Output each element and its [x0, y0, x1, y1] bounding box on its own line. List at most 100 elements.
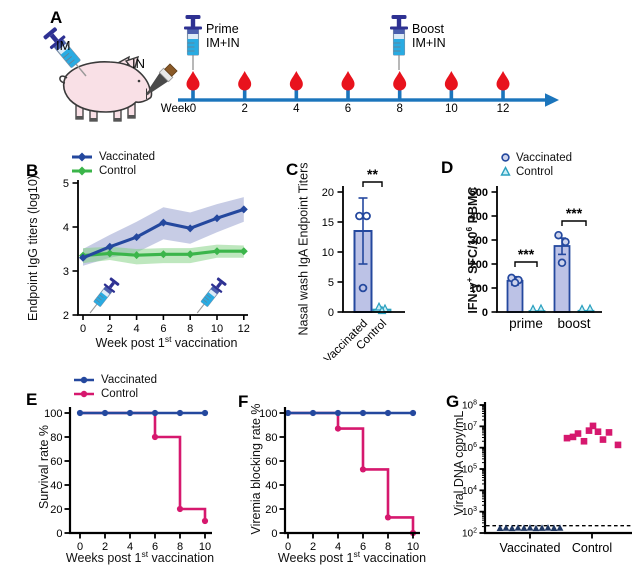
blood-drop-icon	[393, 71, 407, 91]
svg-text:Prime: Prime	[206, 22, 239, 36]
svg-text:10: 10	[407, 541, 419, 553]
legend-b-vaccinated-label: Vaccinated	[99, 150, 156, 163]
svg-text:IN: IN	[132, 56, 145, 71]
svg-text:prime: prime	[509, 316, 543, 331]
e-x-axis-label: Weeks post 1st vaccination	[65, 549, 215, 566]
svg-text:5: 5	[328, 277, 334, 289]
svg-text:10: 10	[445, 103, 458, 115]
control-line-circle-marker	[74, 390, 94, 397]
svg-text:60: 60	[50, 456, 62, 468]
svg-text:0: 0	[80, 323, 86, 335]
svg-text:10: 10	[322, 247, 334, 259]
vaccinated-line-diamond-marker	[72, 152, 92, 161]
svg-text:2: 2	[241, 103, 247, 115]
blood-drop-icon	[496, 71, 510, 91]
svg-text:4: 4	[127, 541, 133, 553]
svg-text:IM+IN: IM+IN	[412, 36, 446, 50]
b-ylabel-text: Endpoint IgG titers (log10)	[26, 175, 40, 321]
svg-text:2: 2	[310, 541, 316, 553]
legend-d: Vaccinated Control	[500, 151, 572, 178]
svg-text:10: 10	[211, 323, 223, 335]
legend-b-control: Control	[70, 164, 155, 177]
syringe-icon	[43, 27, 87, 77]
control-line-diamond-marker	[72, 166, 92, 175]
svg-text:4: 4	[335, 541, 341, 553]
f-x-axis-label: Weeks post 1st vaccination	[277, 549, 427, 566]
svg-text:***: ***	[518, 246, 535, 262]
svg-text:boost: boost	[557, 316, 590, 331]
legend-e-control: Control	[72, 387, 157, 400]
svg-text:40: 40	[265, 480, 277, 492]
svg-text:8: 8	[385, 541, 391, 553]
svg-text:0: 0	[77, 541, 83, 553]
svg-text:Week: Week	[161, 103, 190, 115]
svg-text:IM: IM	[56, 38, 70, 53]
panel-label-e: E	[26, 390, 38, 409]
panel-label-g: G	[446, 392, 460, 411]
blood-drop-icon	[444, 71, 458, 91]
svg-text:3: 3	[63, 266, 69, 278]
d-y-axis-label: IFN-γ+ SFC/106 PBMC	[463, 186, 481, 314]
svg-text:100: 100	[44, 408, 62, 420]
svg-text:6: 6	[345, 103, 351, 115]
legend-e-vaccinated-label: Vaccinated	[101, 373, 158, 386]
svg-text:0: 0	[271, 528, 277, 540]
blood-drop-icon	[341, 71, 355, 91]
svg-text:6: 6	[152, 541, 158, 553]
panel-e-survival-chart: 0 20 40 60 80 100 0 2 4 6 8 10	[44, 407, 212, 553]
svg-text:20: 20	[322, 187, 334, 199]
legend-b-vaccinated: Vaccinated	[70, 150, 155, 163]
svg-text:60: 60	[265, 456, 277, 468]
panel-f-viremia-chart: 0 20 40 60 80 100 0 2 4 6 8 10	[259, 407, 420, 553]
svg-text:Boost: Boost	[412, 22, 444, 36]
legend-d-vaccinated: Vaccinated	[500, 151, 572, 164]
svg-text:Vaccinated: Vaccinated	[500, 541, 561, 555]
panel-d-elispot-bar-chart: 0 100 200 300 400 500 *** *** prime boost	[470, 186, 602, 331]
b-x-axis-label: Week post 1st vaccination	[95, 334, 238, 351]
panel-label-c: C	[286, 160, 299, 179]
g-y-axis-label: Viral DNA copy/mL	[452, 410, 466, 516]
svg-text:***: ***	[566, 205, 583, 221]
c-y-axis-label: Nasal wash IgA Endpoint Titers	[296, 162, 311, 336]
svg-text:6: 6	[160, 323, 166, 335]
svg-text:10: 10	[199, 541, 211, 553]
svg-text:0: 0	[285, 541, 291, 553]
svg-text:100: 100	[259, 408, 277, 420]
timeline: Week 0 2 4 6 8 10 12	[161, 71, 559, 115]
vaccinated-line-circle-marker	[74, 376, 94, 383]
syringe-icon	[89, 277, 120, 314]
svg-text:0: 0	[482, 307, 488, 319]
svg-text:**: **	[367, 166, 378, 182]
control-step-line	[288, 411, 415, 533]
legend-d-control: Control	[500, 165, 572, 178]
syringe-icon	[390, 15, 408, 70]
svg-text:IM+IN: IM+IN	[206, 36, 240, 50]
f-y-axis-label: Viremia blocking rate %	[249, 403, 263, 535]
e-y-axis-label: Survival rate %	[37, 424, 51, 510]
svg-text:12: 12	[238, 323, 250, 335]
svg-text:15: 15	[322, 217, 334, 229]
svg-text:2: 2	[102, 541, 108, 553]
panel-label-f: F	[238, 392, 249, 411]
control-triangle-marker	[500, 166, 511, 176]
legend-e-vaccinated: Vaccinated	[72, 373, 157, 386]
svg-text:6: 6	[360, 541, 366, 553]
legend-d-control-label: Control	[516, 165, 554, 178]
svg-text:8: 8	[187, 323, 193, 335]
legend-b-control-label: Control	[99, 164, 137, 177]
svg-text:40: 40	[50, 480, 62, 492]
svg-text:4: 4	[134, 323, 140, 335]
svg-text:4: 4	[63, 222, 69, 234]
svg-text:0: 0	[328, 307, 334, 319]
intranasal-device-icon	[145, 63, 178, 96]
vaccinated-circle-marker	[501, 153, 510, 162]
legend-e: Vaccinated Control	[72, 373, 157, 400]
svg-text:500: 500	[470, 187, 488, 199]
panel-label-b: B	[26, 161, 39, 180]
pig-illustration	[59, 55, 153, 122]
svg-text:0: 0	[56, 528, 62, 540]
